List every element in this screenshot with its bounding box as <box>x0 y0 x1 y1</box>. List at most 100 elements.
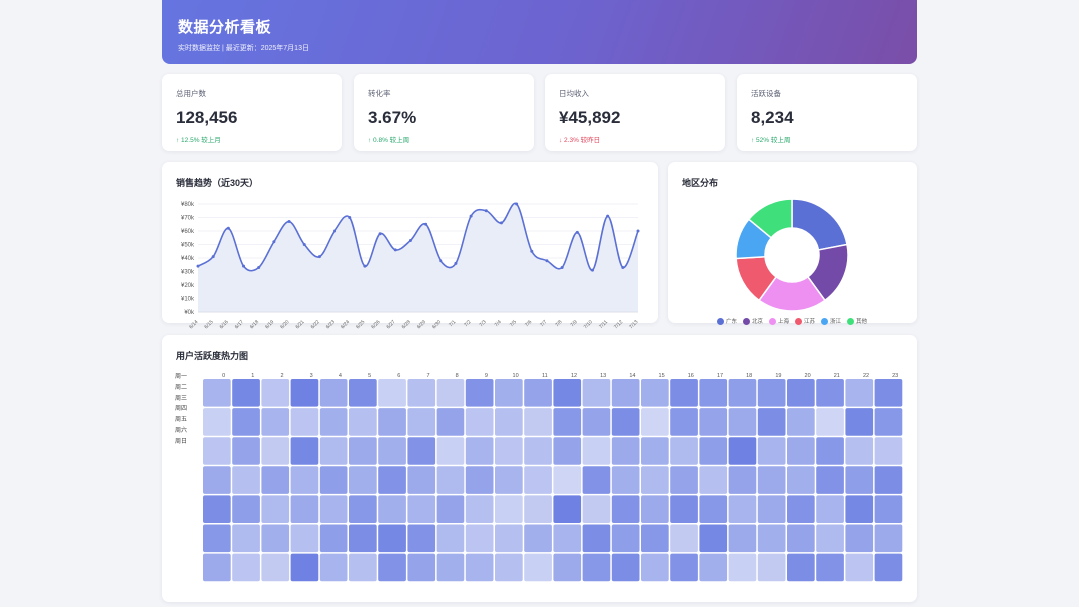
heatmap-cell[interactable] <box>319 553 348 582</box>
heatmap-cell[interactable] <box>436 524 465 553</box>
heatmap-cell[interactable] <box>261 437 290 465</box>
heatmap-cell[interactable] <box>553 553 582 582</box>
heatmap-cell[interactable] <box>232 495 260 523</box>
heatmap-cell[interactable] <box>728 408 757 436</box>
heatmap-cell[interactable] <box>611 437 640 465</box>
heatmap-cell[interactable] <box>290 466 319 494</box>
heatmap-cell[interactable] <box>641 466 669 494</box>
heatmap-cell[interactable] <box>436 408 465 436</box>
heatmap-cell[interactable] <box>816 466 844 494</box>
heatmap-cell[interactable] <box>582 553 611 582</box>
heatmap-cell[interactable] <box>378 553 406 582</box>
sales-data-point[interactable] <box>317 255 321 259</box>
heatmap-cell[interactable] <box>757 553 786 582</box>
heatmap-cell[interactable] <box>874 379 903 407</box>
heatmap-cell[interactable] <box>787 553 815 582</box>
heatmap-cell[interactable] <box>495 408 523 436</box>
heatmap-cell[interactable] <box>699 466 728 494</box>
heatmap-cell[interactable] <box>699 379 728 407</box>
heatmap-cell[interactable] <box>378 524 406 553</box>
heatmap-cell[interactable] <box>524 553 552 582</box>
heatmap-cell[interactable] <box>757 495 786 523</box>
heatmap-cell[interactable] <box>582 524 611 553</box>
heatmap-cell[interactable] <box>670 524 698 553</box>
heatmap-cell[interactable] <box>757 524 786 553</box>
heatmap-cell[interactable] <box>670 466 698 494</box>
heatmap-cell[interactable] <box>728 524 757 553</box>
heatmap-cell[interactable] <box>524 495 552 523</box>
heatmap-cell[interactable] <box>319 524 348 553</box>
sales-data-point[interactable] <box>469 214 473 218</box>
heatmap-cell[interactable] <box>232 524 260 553</box>
heatmap-cell[interactable] <box>670 553 698 582</box>
heatmap-cell[interactable] <box>290 553 319 582</box>
sales-data-point[interactable] <box>575 230 579 234</box>
heatmap-cell[interactable] <box>816 553 844 582</box>
heatmap-cell[interactable] <box>203 437 231 465</box>
heatmap-cell[interactable] <box>495 524 523 553</box>
heatmap-cell[interactable] <box>465 466 494 494</box>
heatmap-cell[interactable] <box>319 437 348 465</box>
heatmap-cell[interactable] <box>553 408 582 436</box>
heatmap-cell[interactable] <box>757 437 786 465</box>
heatmap-cell[interactable] <box>787 495 815 523</box>
heatmap-cell[interactable] <box>787 524 815 553</box>
legend-item[interactable]: 其他 <box>847 317 867 325</box>
heatmap-cell[interactable] <box>378 495 406 523</box>
heatmap-cell[interactable] <box>465 524 494 553</box>
sales-data-point[interactable] <box>333 229 337 233</box>
heatmap-cell[interactable] <box>407 379 436 407</box>
heatmap-cell[interactable] <box>203 495 231 523</box>
heatmap-cell[interactable] <box>611 466 640 494</box>
heatmap-cell[interactable] <box>349 379 377 407</box>
heatmap-cell[interactable] <box>495 553 523 582</box>
sales-data-point[interactable] <box>424 222 428 226</box>
sales-data-point[interactable] <box>530 249 534 253</box>
heatmap-cell[interactable] <box>641 495 669 523</box>
heatmap-cell[interactable] <box>641 553 669 582</box>
heatmap-cell[interactable] <box>553 379 582 407</box>
sales-data-point[interactable] <box>545 259 549 263</box>
heatmap-cell[interactable] <box>203 379 231 407</box>
heatmap-cell[interactable] <box>349 524 377 553</box>
heatmap-cell[interactable] <box>290 379 319 407</box>
heatmap-cell[interactable] <box>407 495 436 523</box>
heatmap-cell[interactable] <box>261 495 290 523</box>
sales-data-point[interactable] <box>454 261 458 265</box>
sales-data-point[interactable] <box>348 216 352 219</box>
heatmap-cell[interactable] <box>845 437 874 465</box>
heatmap-cell[interactable] <box>874 553 903 582</box>
sales-data-point[interactable] <box>378 232 382 236</box>
heatmap-cell[interactable] <box>495 466 523 494</box>
heatmap-cell[interactable] <box>728 466 757 494</box>
heatmap-cell[interactable] <box>524 466 552 494</box>
heatmap-cell[interactable] <box>261 466 290 494</box>
heatmap-cell[interactable] <box>699 408 728 436</box>
heatmap-cell[interactable] <box>845 524 874 553</box>
heatmap-cell[interactable] <box>232 379 260 407</box>
heatmap-cell[interactable] <box>290 437 319 465</box>
heatmap-cell[interactable] <box>378 437 406 465</box>
heatmap-cell[interactable] <box>582 408 611 436</box>
heatmap-cell[interactable] <box>757 379 786 407</box>
heatmap-cell[interactable] <box>261 408 290 436</box>
heatmap-cell[interactable] <box>699 495 728 523</box>
sales-data-point[interactable] <box>621 265 625 269</box>
heatmap-cell[interactable] <box>436 379 465 407</box>
heatmap-cell[interactable] <box>728 379 757 407</box>
heatmap-cell[interactable] <box>407 437 436 465</box>
heatmap-cell[interactable] <box>407 466 436 494</box>
sales-data-point[interactable] <box>560 265 564 269</box>
heatmap-cell[interactable] <box>232 408 260 436</box>
donut-slice[interactable] <box>747 198 793 239</box>
heatmap-cell[interactable] <box>816 408 844 436</box>
heatmap-cell[interactable] <box>670 437 698 465</box>
heatmap-cell[interactable] <box>349 553 377 582</box>
sales-data-point[interactable] <box>408 238 412 242</box>
heatmap-cell[interactable] <box>874 524 903 553</box>
heatmap-cell[interactable] <box>553 524 582 553</box>
heatmap-cell[interactable] <box>203 553 231 582</box>
heatmap-cell[interactable] <box>787 466 815 494</box>
heatmap-cell[interactable] <box>874 437 903 465</box>
stat-card-total-users[interactable]: 总用户数 128,456 ↑ 12.5% 较上月 <box>162 74 342 151</box>
